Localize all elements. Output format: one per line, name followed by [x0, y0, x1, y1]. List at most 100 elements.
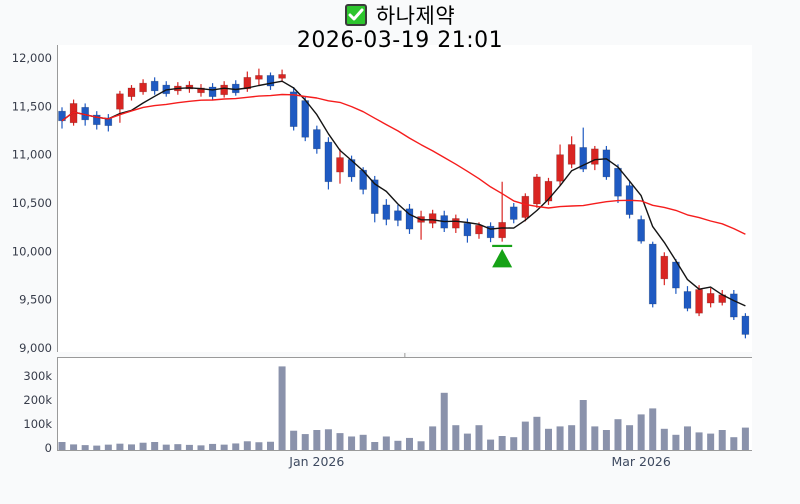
volume-bar [487, 439, 495, 450]
volume-bar [579, 400, 587, 450]
volume-bar [602, 430, 610, 450]
volume-bar [116, 443, 124, 450]
candle-down [648, 243, 657, 305]
volume-bar [382, 436, 390, 450]
volume-bar [614, 419, 622, 450]
stock-title: 하나제약 [375, 4, 456, 28]
checkbox-icon[interactable] [344, 4, 367, 26]
volume-bar [510, 437, 518, 450]
volume-bar [232, 443, 240, 450]
volume-y-tick-label: 300k [23, 369, 52, 383]
candle-up [475, 224, 483, 235]
volume-bar [568, 425, 576, 450]
volume-y-tick-label: 100k [23, 417, 52, 431]
x-axis-label: Mar 2026 [611, 454, 670, 469]
volume-bar [209, 443, 217, 450]
candle-down [324, 141, 333, 183]
x-axis-label: Jan 2026 [288, 454, 344, 469]
volume-bar [544, 428, 552, 450]
candle-up [556, 154, 564, 182]
candle-down [602, 149, 611, 178]
candle-up [706, 293, 715, 304]
candle-down [683, 291, 692, 309]
candle-up [116, 93, 124, 110]
volume-bar [475, 425, 483, 450]
candle-down [382, 204, 391, 220]
volume-y-tick-label: 0 [45, 441, 52, 455]
volume-bar [151, 442, 159, 450]
candle-down [312, 129, 321, 150]
volume-bar [718, 430, 726, 450]
price-y-tick-label: 11,500 [12, 99, 52, 113]
candle-down [231, 83, 240, 94]
volume-bar [417, 441, 425, 450]
volume-bar [243, 441, 251, 450]
ma-slow-line [61, 93, 746, 235]
volume-bar [683, 426, 691, 450]
candle-up [451, 218, 460, 229]
volume-bar [452, 425, 460, 450]
volume-bar [707, 433, 715, 450]
volume-bar [405, 437, 413, 450]
volume-bar [440, 392, 448, 450]
price-y-tick-label: 9,500 [19, 293, 52, 307]
volume-bar [371, 442, 379, 450]
volume-bar [336, 433, 344, 450]
candle-up [544, 180, 553, 202]
volume-bar [741, 427, 749, 450]
candle-down [405, 208, 414, 230]
volume-bar [162, 444, 170, 450]
candle-down [394, 210, 402, 221]
volume-y-tick-label: 200k [23, 393, 52, 407]
volume-bar [197, 445, 205, 450]
candle-up [255, 75, 263, 80]
volume-bar [81, 445, 89, 450]
volume-bar [220, 444, 228, 450]
volume-bar [591, 426, 599, 450]
candle-up [498, 221, 507, 239]
candle-up [695, 289, 703, 314]
ma-fast-line [61, 80, 746, 307]
volume-bar [70, 444, 78, 450]
volume-bar [93, 445, 101, 450]
candle-up [139, 82, 147, 93]
candle-up [533, 176, 541, 205]
candle-up [220, 84, 229, 96]
candle-down [289, 91, 298, 127]
volume-bar [626, 425, 634, 450]
buy-marker-triangle [492, 248, 513, 268]
candle-down [614, 167, 622, 197]
buy-marker-bar [492, 244, 513, 248]
candle-up [243, 76, 252, 90]
volume-bar [730, 437, 738, 450]
volume-bar [174, 444, 182, 450]
volume-bar [278, 366, 286, 450]
price-y-tick-label: 11,000 [12, 148, 52, 162]
volume-bar [301, 434, 309, 450]
volume-bar [58, 442, 66, 450]
volume-bar [104, 444, 112, 450]
candle-down [58, 110, 66, 122]
volume-bar [394, 440, 402, 450]
volume-bar [359, 434, 367, 450]
volume-bar [255, 442, 263, 450]
candle-up [197, 87, 205, 94]
candle-up [127, 87, 136, 98]
volume-bar [348, 436, 356, 450]
chart-header: 하나제약 2026-03-19 21:01 [0, 2, 800, 53]
candle-down [579, 147, 588, 170]
volume-bar [463, 433, 471, 450]
candle-down [463, 222, 472, 237]
volume-bar [521, 421, 529, 450]
timestamp: 2026-03-19 21:01 [296, 28, 504, 53]
volume-bar [637, 414, 645, 450]
price-y-tick-label: 10,000 [12, 244, 52, 258]
volume-bar [185, 444, 193, 450]
candle-up [278, 74, 286, 79]
volume-bar [290, 430, 298, 450]
checkmark-icon [348, 8, 364, 21]
price-y-tick-label: 10,500 [12, 196, 52, 210]
candle-down [150, 80, 159, 92]
candle-up [590, 148, 599, 165]
